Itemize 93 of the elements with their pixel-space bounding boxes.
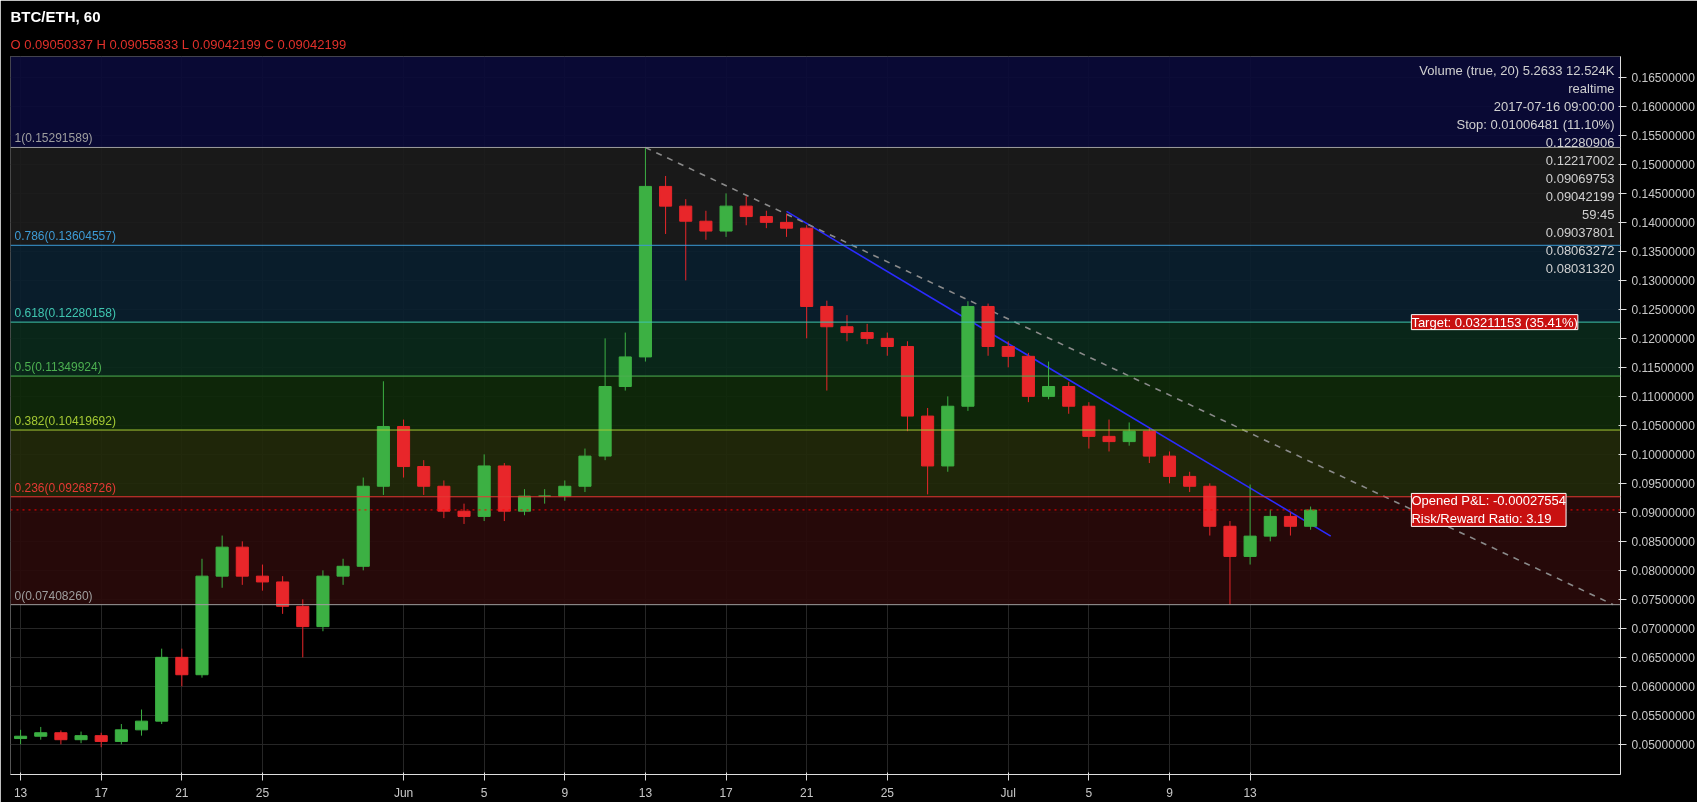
- annotation: 0.09069753: [1545, 171, 1615, 186]
- candlestick: [679, 198, 693, 281]
- y-tick-label: 0.14000000: [1631, 215, 1696, 230]
- annotation: 0.08063272: [1545, 243, 1615, 258]
- candlestick: [558, 479, 572, 502]
- candlestick: [255, 564, 269, 592]
- x-tick-label: 25: [880, 785, 895, 800]
- y-tick-label: 0.07000000: [1631, 621, 1696, 636]
- y-tick-label: 0.10000000: [1631, 447, 1696, 462]
- ref-line-label: 0.786(0.13604557): [14, 229, 116, 244]
- candlestick: [1263, 508, 1277, 542]
- x-tick-label: 21: [175, 785, 189, 800]
- candlestick: [1001, 340, 1015, 368]
- x-tick-label: Jun: [393, 785, 414, 800]
- annotation: 0.12280906: [1545, 135, 1615, 150]
- x-tick-label: 5: [1085, 785, 1093, 800]
- candlestick: [1183, 471, 1197, 493]
- x-tick-label: 13: [638, 785, 653, 800]
- candlestick: [336, 558, 350, 586]
- y-tick-label: 0.15500000: [1631, 128, 1696, 143]
- candlestick: [1304, 506, 1318, 531]
- ref-line-label: 0.382(0.10419692): [14, 414, 116, 429]
- y-tick-label: 0.13500000: [1631, 244, 1696, 259]
- ref-line-label: 1(0.15291589): [14, 131, 93, 146]
- candlestick: [840, 314, 854, 342]
- y-tick-label: 0.16500000: [1631, 70, 1696, 85]
- y-tick-label: 0.08500000: [1631, 534, 1696, 549]
- y-tick-label: 0.05000000: [1631, 737, 1696, 752]
- x-tick-label: Jul: [1000, 785, 1016, 800]
- y-tick-label: 0.12000000: [1631, 331, 1696, 346]
- x-tick-label: 25: [255, 785, 270, 800]
- candlestick: [1283, 511, 1297, 537]
- ref-line-label: 0(0.07408260): [14, 588, 93, 603]
- y-tick-label: 0.09000000: [1631, 505, 1696, 520]
- candlestick: [517, 488, 532, 516]
- candlestick: [699, 210, 713, 241]
- x-tick-label: 21: [800, 785, 814, 800]
- candlestick: [114, 723, 128, 745]
- annotation: 59:45: [1581, 207, 1615, 222]
- y-tick-label: 0.09500000: [1631, 476, 1696, 491]
- y-tick-label: 0.07500000: [1631, 592, 1696, 607]
- annotation: 0.09042199: [1545, 189, 1615, 204]
- candlestick: [134, 709, 149, 737]
- y-tick-label: 0.05500000: [1631, 708, 1696, 723]
- candlestick: [1162, 450, 1177, 484]
- candlestick: [1102, 419, 1116, 452]
- y-tick-label: 0.06000000: [1631, 679, 1696, 694]
- candlestick: [538, 488, 552, 505]
- y-tick-label: 0.16000000: [1631, 99, 1696, 114]
- chart-title: BTC/ETH, 60: [10, 7, 101, 25]
- y-tick-label: 0.14500000: [1631, 186, 1696, 201]
- x-tick-label: 5: [480, 785, 488, 800]
- y-tick-label: 0.11500000: [1631, 360, 1695, 375]
- ref-line-label: 0.5(0.11349924): [14, 360, 102, 375]
- candlestick: [820, 300, 834, 392]
- candlestick: [739, 195, 753, 226]
- candlestick: [417, 459, 431, 496]
- annotation: Stop: 0.01006481 (11.10%): [1456, 117, 1615, 132]
- y-tick-label: 0.11000000: [1631, 389, 1695, 404]
- y-tick-label: 0.12500000: [1631, 302, 1696, 317]
- y-tick-label: 0.08000000: [1631, 563, 1696, 578]
- candlestick: [457, 503, 471, 525]
- x-tick-label: 17: [719, 785, 734, 800]
- y-tick-label: 0.10500000: [1631, 418, 1696, 433]
- candlestick: [1062, 381, 1076, 415]
- candlestick: [1122, 421, 1136, 447]
- annotation: 0.12217002: [1545, 153, 1615, 168]
- candlestick: [779, 213, 794, 238]
- candlestick: [1042, 361, 1056, 400]
- candlestick: [175, 648, 189, 687]
- ref-line-label: 0.618(0.12280158): [14, 306, 116, 321]
- candlestick: [74, 731, 88, 744]
- candlestick: [860, 323, 874, 345]
- annotation: Volume (true, 20) 5.2633 12.524K: [1419, 63, 1615, 78]
- annotation: 0.08031320: [1545, 261, 1615, 276]
- candlestick: [880, 332, 894, 357]
- ref-line-label: 0.236(0.09268726): [14, 480, 116, 495]
- annotation: Opened P&L: -0.00027554 Risk/Reward Ratio: 3.19: [1411, 493, 1567, 527]
- annotation: 0.09037801: [1545, 225, 1615, 240]
- y-tick-label: 0.06500000: [1631, 650, 1696, 665]
- x-tick-label: 9: [561, 785, 569, 800]
- candlestick: [296, 598, 310, 658]
- x-tick-label: 13: [13, 785, 28, 800]
- x-tick-label: 17: [94, 785, 109, 800]
- annotation: realtime: [1568, 81, 1615, 96]
- x-tick-label: 13: [1243, 785, 1258, 800]
- annotation: 2017-07-16 09:00:00: [1493, 99, 1615, 114]
- chart-subtitle: O 0.09050337 H 0.09055833 L 0.09042199 C 0.09042199: [10, 36, 347, 52]
- y-tick-label: 0.15000000: [1631, 157, 1696, 172]
- x-tick-label: 9: [1166, 785, 1174, 800]
- y-tick-label: 0.13000000: [1631, 273, 1696, 288]
- candlestick: [1243, 484, 1257, 566]
- candlestick: [659, 175, 673, 235]
